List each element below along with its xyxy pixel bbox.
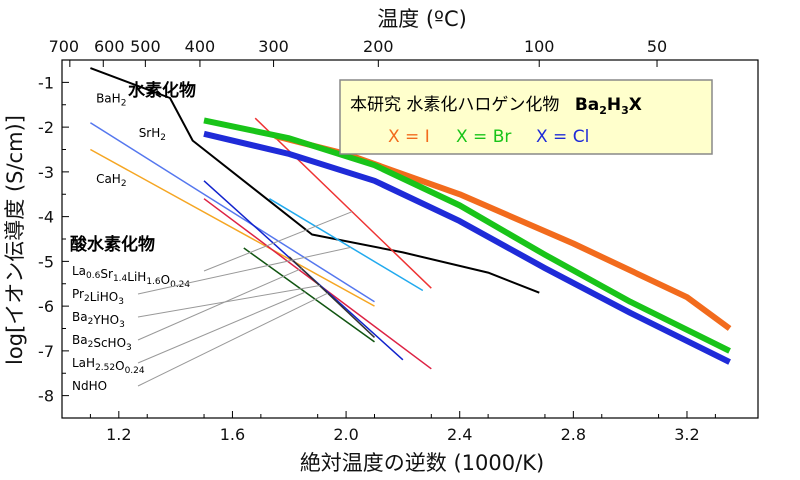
y-tick-label: -6 [38, 297, 54, 316]
top-tick-label: 300 [258, 37, 289, 56]
hydride-label: CaH2 [96, 172, 127, 189]
x-tick-label: 2.4 [447, 425, 472, 444]
oxyhydride-label: Ba2YHO3 [72, 310, 125, 330]
y-tick-label: -3 [38, 163, 54, 182]
series-line [254, 117, 432, 289]
series-line [90, 148, 375, 307]
top-tick-label: 400 [185, 37, 216, 56]
series-line [90, 67, 540, 294]
top-tick-label: 600 [94, 37, 125, 56]
leader-line [137, 291, 306, 364]
legend-item: X = Cl [536, 127, 589, 147]
hydride-label: SrH2 [139, 126, 166, 143]
leader-line [137, 246, 351, 295]
top-tick-label: 100 [524, 37, 555, 56]
leader-line [137, 268, 302, 341]
axis-ticks: 1.2 1.6 2.0 2.4 2.8 3.2 -1 -2 -3 -4 -5 -6 -7 -8 700 600… [38, 37, 716, 444]
top-tick-label: 700 [49, 37, 80, 56]
series-line [203, 117, 731, 354]
top-axis-title: 温度 (ºC) [377, 7, 467, 31]
leader-line [137, 292, 328, 387]
oxyhydride-label: Ba2ScHO3 [72, 333, 132, 353]
oxyhydride-label: La0.6Sr1.4LiH1.6O0.24 [72, 264, 190, 290]
legend-item: X = I [388, 127, 430, 147]
x-axis-title: 絶対温度の逆数 (1000/K) [300, 451, 544, 475]
y-tick-label: -4 [38, 208, 54, 227]
legend: 本研究 水素化ハロゲン化物 Ba2H3X X = I X = Br X = Cl [339, 79, 713, 155]
top-tick-label: 500 [130, 37, 161, 56]
y-tick-label: -2 [38, 118, 54, 137]
x-tick-label: 3.2 [674, 425, 699, 444]
series-line [90, 122, 375, 303]
x-tick-label: 2.8 [561, 425, 586, 444]
series-line [269, 198, 424, 292]
y-tick-label: -1 [38, 73, 54, 92]
legend-item: X = Br [456, 127, 511, 147]
leader-line [203, 211, 353, 272]
hydride-label: BaH2 [96, 92, 126, 109]
x-tick-label: 2.0 [333, 425, 358, 444]
x-tick-label: 1.6 [220, 425, 245, 444]
oxyhydride-label: NdHO [72, 379, 107, 393]
legend-box [339, 79, 713, 155]
x-tick-label: 1.2 [106, 425, 131, 444]
top-tick-label: 200 [363, 37, 394, 56]
leader-line [137, 284, 321, 318]
series-line [243, 247, 375, 343]
oxyhydride-label: LaH2.52O0.24 [72, 356, 145, 376]
oxyhydride-label: Pr2LiHO3 [72, 287, 124, 307]
series-line [203, 130, 731, 365]
series-line [288, 256, 376, 338]
y-axis-title: log[イオン伝導度 (S/cm)] [3, 115, 27, 365]
legend-title: 本研究 水素化ハロゲン化物 Ba2H3X [350, 95, 642, 117]
y-tick-label: -8 [38, 387, 54, 406]
y-tick-label: -7 [38, 342, 54, 361]
series-layer [90, 67, 732, 370]
top-tick-label: 50 [647, 37, 667, 56]
group-label-oxyhydrides: 酸水素化物 [70, 234, 155, 255]
y-tick-label: -5 [38, 252, 54, 271]
group-label-hydrides: 水素化物 [128, 80, 196, 101]
legend-items: X = I X = Br X = Cl [388, 127, 589, 147]
labels-layer: BaH2 SrH2 CaH2 La0.6Sr1.4LiH1.6O0.24Pr2LiHO… [72, 92, 353, 393]
